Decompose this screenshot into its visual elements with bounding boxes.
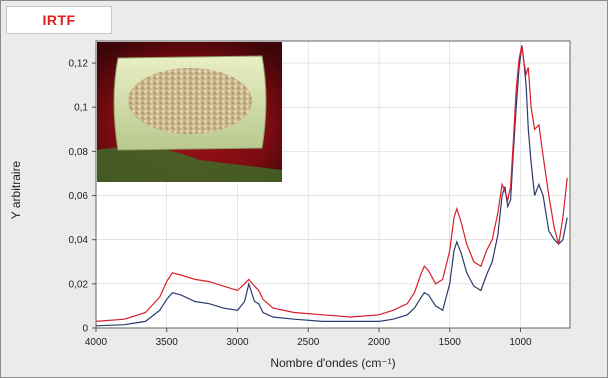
x-tick-label: 1000 [509, 337, 532, 348]
sample-photo-inset [97, 42, 282, 182]
y-tick-label: 0,04 [69, 235, 89, 246]
y-tick-label: 0,12 [69, 59, 89, 70]
y-tick-label: 0,08 [69, 147, 89, 158]
x-tick-label: 4000 [85, 337, 108, 348]
x-tick-label: 3500 [156, 337, 179, 348]
x-tick-label: 1500 [439, 337, 462, 348]
series-line-blue [96, 45, 568, 327]
series-line-red [96, 45, 568, 322]
x-axis: 4000 3500 3000 2500 2000 1500 1000 [85, 328, 532, 348]
x-tick-label: 2500 [297, 337, 320, 348]
y-tick-label: 0,1 [74, 103, 88, 114]
y-axis: 0 0,02 0,04 0,06 0,08 0,1 0,12 [69, 59, 96, 335]
plot-border [95, 40, 571, 329]
technique-label: IRTF [6, 6, 112, 34]
y-axis-title: Y arbitraire [9, 160, 23, 219]
x-tick-label: 3000 [226, 337, 249, 348]
x-tick-label: 2000 [368, 337, 391, 348]
y-tick-label: 0 [82, 324, 88, 335]
y-tick-label: 0,06 [69, 191, 89, 202]
y-tick-label: 0,02 [69, 279, 89, 290]
x-axis-title: Nombre d'ondes (cm⁻¹) [270, 356, 395, 370]
